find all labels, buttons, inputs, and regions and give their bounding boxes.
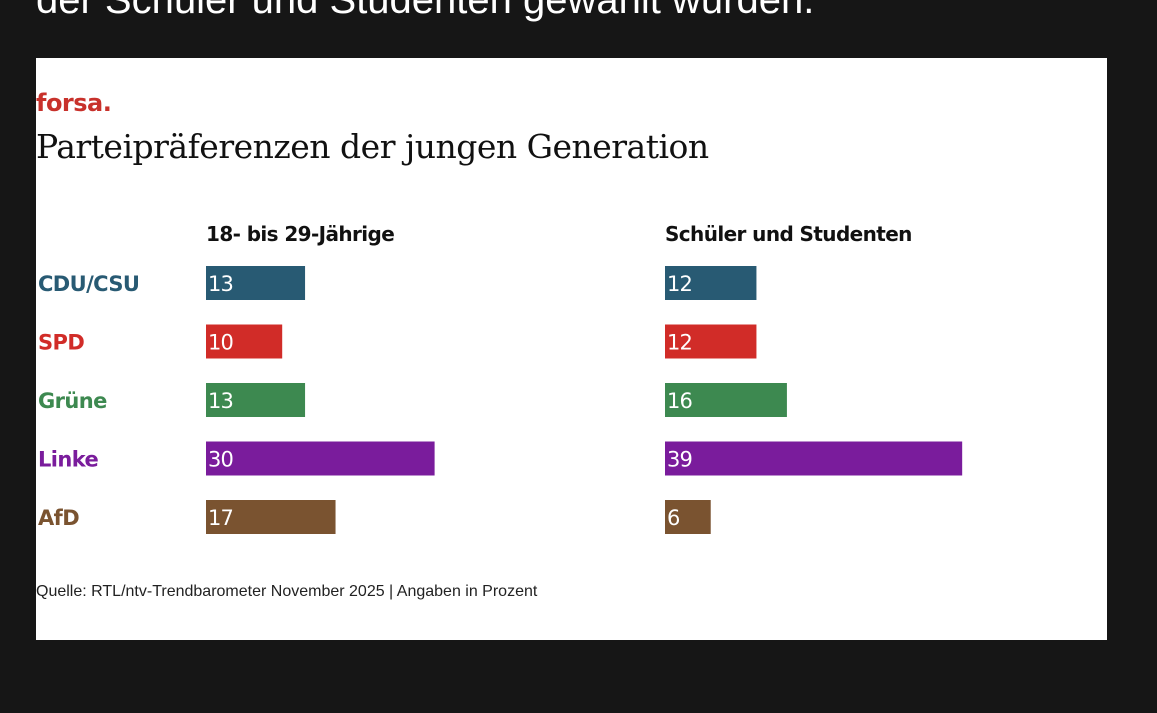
bar-gr-ne-series-1: [206, 383, 306, 417]
bar-value-linke-series-1: 30: [208, 448, 233, 472]
category-label-spd: SPD: [38, 331, 84, 355]
chart-card: forsa. Parteipräferenzen der jungen Gene…: [36, 58, 1107, 640]
bar-spd-series-2: [665, 324, 757, 359]
bar-linke-series-1: [206, 441, 435, 476]
bar-chart: 18- bis 29-Jährige Schüler und Studenten C…: [38, 222, 963, 534]
bar-value-spd-series-1: 10: [208, 331, 233, 355]
bar-afd-series-1: [206, 500, 336, 534]
top-caption: der Schüler und Studenten gewählt wurden…: [36, 0, 815, 22]
series-header-2: Schüler und Studenten: [665, 222, 912, 246]
category-label-cdu-csu: CDU/CSU: [38, 272, 139, 296]
forsa-brand: forsa.: [36, 89, 112, 117]
bar-value-gr-ne-series-1: 13: [208, 389, 233, 413]
bar-value-spd-series-2: 12: [667, 331, 692, 355]
bar-value-gr-ne-series-2: 16: [667, 389, 693, 413]
series-header-1: 18- bis 29-Jährige: [206, 222, 394, 246]
bar-value-afd-series-2: 6: [667, 506, 680, 530]
bar-value-cdu-csu-series-2: 12: [667, 272, 692, 296]
bar-gr-ne-series-2: [665, 383, 787, 417]
source-note: Quelle: RTL/ntv-Trendbarometer November …: [36, 583, 538, 600]
bar-cdu-csu-series-2: [665, 266, 757, 300]
bar-value-cdu-csu-series-1: 13: [208, 272, 233, 296]
chart-title: Parteipräferenzen der jungen Generation: [36, 127, 709, 166]
bar-afd-series-2: [665, 500, 711, 534]
bar-value-afd-series-1: 17: [208, 506, 233, 530]
bar-value-linke-series-2: 39: [667, 448, 692, 472]
category-label-gr-ne: Grüne: [38, 389, 107, 413]
bar-spd-series-1: [206, 324, 283, 359]
category-label-linke: Linke: [38, 448, 99, 472]
category-label-afd: AfD: [38, 506, 79, 530]
bar-cdu-csu-series-1: [206, 266, 306, 300]
bar-linke-series-2: [665, 441, 963, 476]
